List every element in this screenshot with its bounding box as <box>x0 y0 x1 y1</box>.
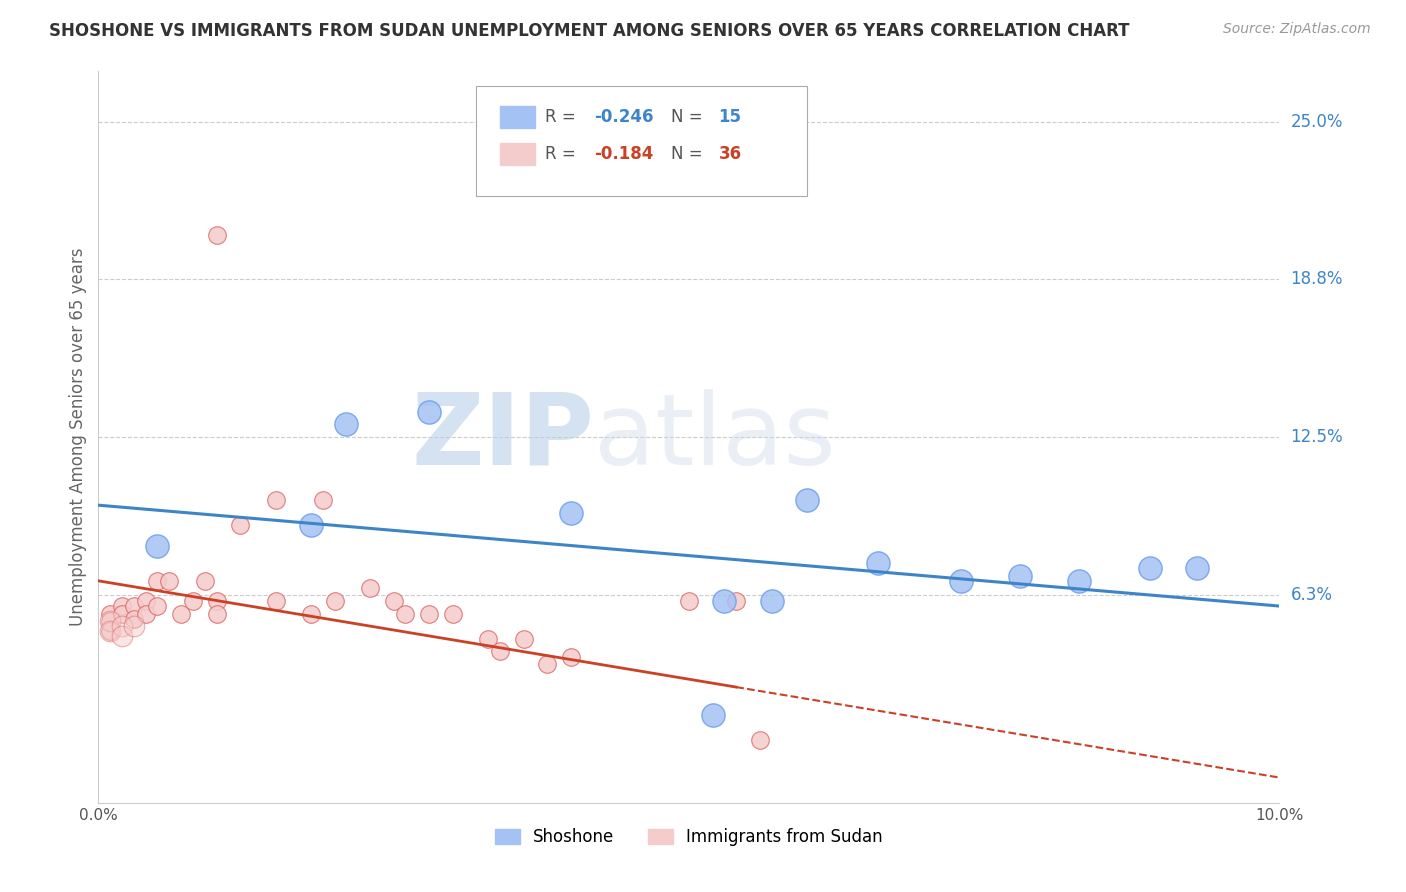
Point <box>713 594 735 608</box>
Text: R =: R = <box>546 145 581 163</box>
Legend: Shoshone, Immigrants from Sudan: Shoshone, Immigrants from Sudan <box>488 822 890 853</box>
Point <box>111 619 134 633</box>
Point <box>299 607 322 621</box>
Point <box>98 614 121 628</box>
Point <box>146 539 169 553</box>
Point <box>678 594 700 608</box>
Point <box>98 607 121 621</box>
Point <box>181 594 204 608</box>
Point <box>1139 561 1161 575</box>
Text: SHOSHONE VS IMMIGRANTS FROM SUDAN UNEMPLOYMENT AMONG SENIORS OVER 65 YEARS CORRE: SHOSHONE VS IMMIGRANTS FROM SUDAN UNEMPL… <box>49 22 1129 40</box>
Point <box>1185 561 1208 575</box>
Bar <box>501 106 536 128</box>
Point <box>135 607 157 621</box>
Point <box>146 599 169 613</box>
Point <box>536 657 558 671</box>
Point <box>205 228 228 243</box>
Point <box>560 506 582 520</box>
Bar <box>501 143 536 165</box>
Point <box>560 649 582 664</box>
Point <box>394 607 416 621</box>
Point <box>194 574 217 588</box>
Point <box>111 629 134 643</box>
Text: ZIP: ZIP <box>412 389 595 485</box>
Point <box>441 607 464 621</box>
Point <box>1008 569 1031 583</box>
Point <box>264 594 287 608</box>
Text: Source: ZipAtlas.com: Source: ZipAtlas.com <box>1223 22 1371 37</box>
Point <box>312 493 335 508</box>
Point <box>122 599 145 613</box>
Point <box>135 594 157 608</box>
Text: N =: N = <box>671 145 709 163</box>
Point <box>264 493 287 508</box>
Text: 18.8%: 18.8% <box>1291 270 1343 288</box>
Point <box>122 619 145 633</box>
Text: 12.5%: 12.5% <box>1291 428 1343 446</box>
Point <box>796 493 818 508</box>
Point <box>157 574 180 588</box>
Point <box>512 632 534 646</box>
Text: 15: 15 <box>718 109 741 127</box>
Point <box>702 707 724 722</box>
Point <box>111 607 134 621</box>
Y-axis label: Unemployment Among Seniors over 65 years: Unemployment Among Seniors over 65 years <box>69 248 87 626</box>
Text: -0.246: -0.246 <box>595 109 654 127</box>
Point <box>418 607 440 621</box>
Point <box>866 556 889 570</box>
Text: R =: R = <box>546 109 581 127</box>
Text: -0.184: -0.184 <box>595 145 654 163</box>
Point <box>229 518 252 533</box>
Point <box>146 574 169 588</box>
Point <box>748 732 770 747</box>
Point <box>323 594 346 608</box>
Point <box>98 624 121 639</box>
Point <box>335 417 357 432</box>
Point <box>205 594 228 608</box>
Point <box>949 574 972 588</box>
Point <box>359 582 381 596</box>
FancyBboxPatch shape <box>477 86 807 195</box>
Point <box>489 644 512 658</box>
Text: atlas: atlas <box>595 389 837 485</box>
Text: N =: N = <box>671 109 709 127</box>
Point <box>382 594 405 608</box>
Point <box>761 594 783 608</box>
Point <box>725 594 748 608</box>
Text: 36: 36 <box>718 145 741 163</box>
Text: 6.3%: 6.3% <box>1291 586 1333 604</box>
Point <box>98 624 121 639</box>
Point <box>299 518 322 533</box>
Point <box>418 405 440 419</box>
Text: 25.0%: 25.0% <box>1291 112 1343 131</box>
Point <box>98 614 121 628</box>
Point <box>170 607 193 621</box>
Point <box>205 607 228 621</box>
Point <box>122 612 145 626</box>
Point <box>1067 574 1090 588</box>
Point <box>111 599 134 613</box>
Point <box>477 632 499 646</box>
